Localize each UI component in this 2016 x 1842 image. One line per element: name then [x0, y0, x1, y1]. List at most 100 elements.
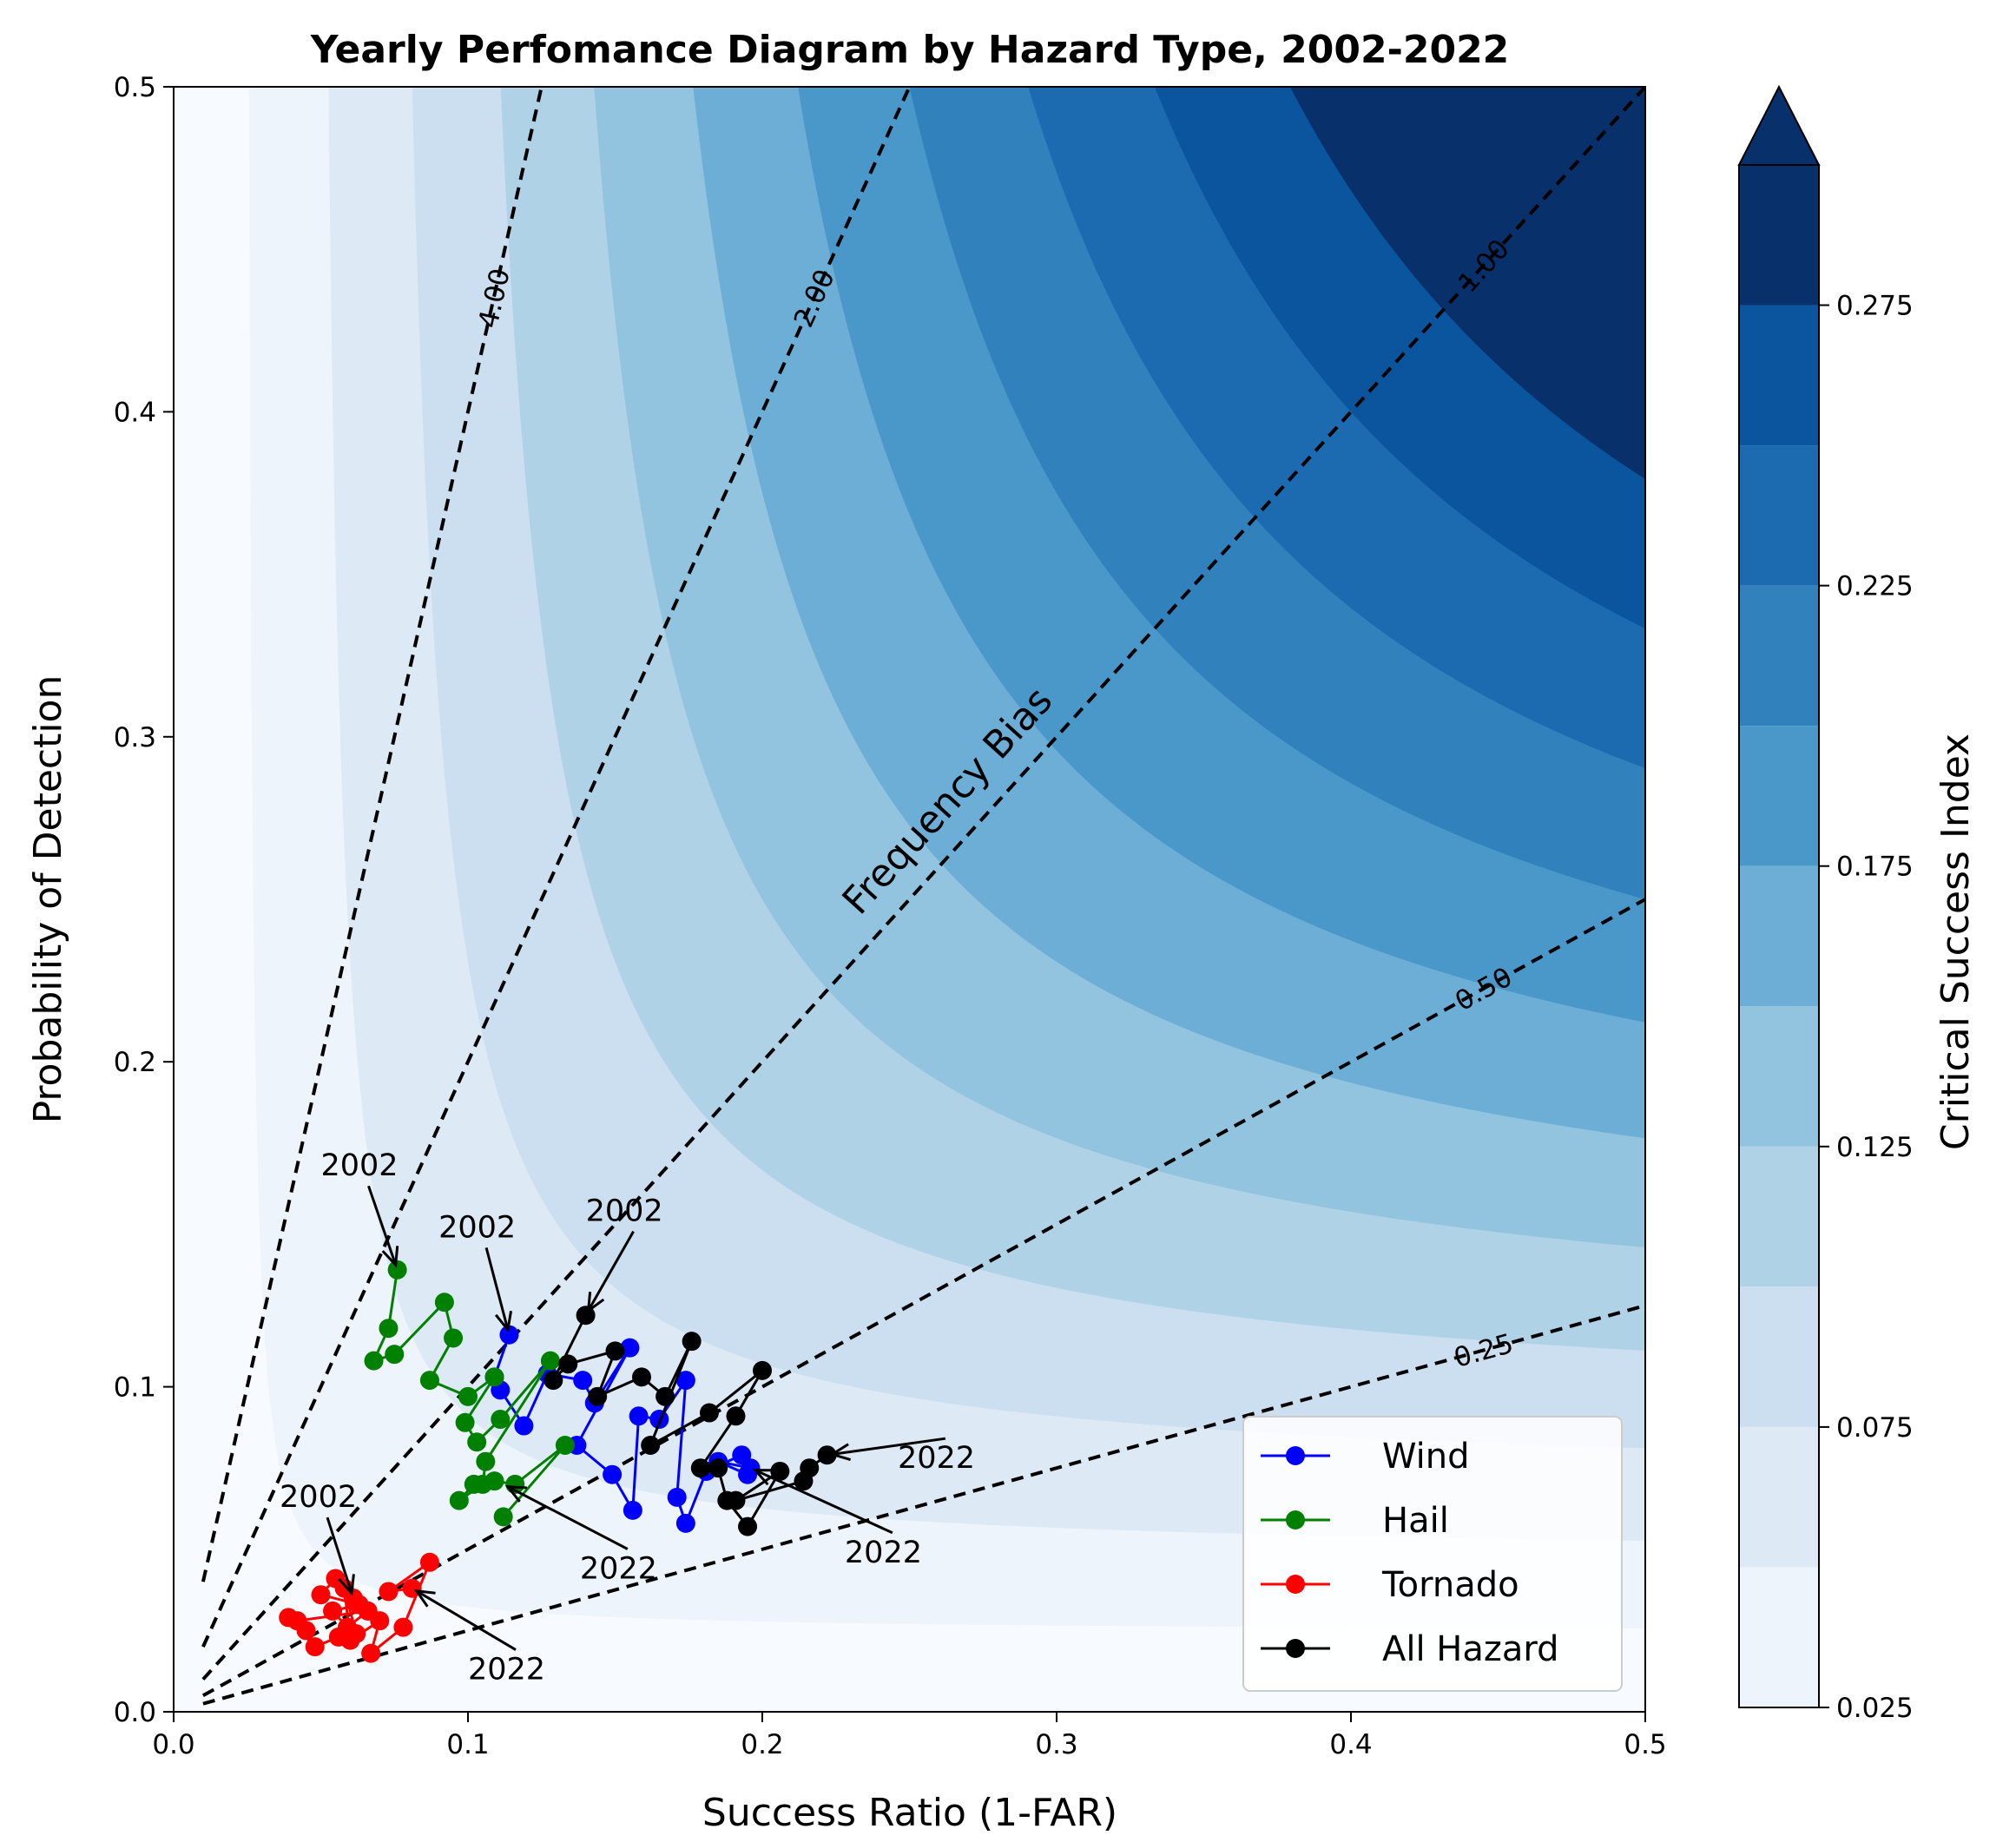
colorbar-frame [1738, 164, 1820, 1708]
annotation-arrow [587, 1230, 635, 1312]
series-point [385, 1345, 405, 1365]
legend-label: Wind [1382, 1437, 1470, 1477]
series-point [555, 1435, 575, 1455]
x-tick-label: 0.1 [446, 1729, 489, 1760]
colorbar-segment [1739, 1286, 1819, 1427]
annotation-arrowhead [586, 1292, 605, 1314]
colorbar-tick-label: 0.025 [1836, 1693, 1914, 1724]
colorbar-tick-label: 0.075 [1836, 1412, 1914, 1444]
y-tick-label: 0.5 [114, 72, 156, 103]
legend-label: All Hazard [1382, 1629, 1559, 1669]
year-annotations: 2002 2002 2002 2002 2022 2022 2022 2022 [280, 1148, 975, 1687]
colorbar-tick-label: 0.275 [1836, 291, 1914, 322]
bias-line [201, 898, 1645, 1698]
series-point [296, 1621, 316, 1641]
series-point [632, 1367, 652, 1387]
legend-marker [1286, 1446, 1305, 1465]
series-point [419, 1552, 439, 1572]
series-point [738, 1516, 758, 1536]
colorbar-tick-label: 0.125 [1836, 1132, 1914, 1163]
series-point [699, 1403, 719, 1423]
y-tick-label: 0.4 [114, 397, 156, 428]
x-axis-label: Success Ratio (1-FAR) [702, 1791, 1117, 1835]
legend: Wind Hail Tornado All Hazard [1242, 1416, 1623, 1692]
series-point [641, 1435, 661, 1455]
year-annotation-label: 2022 [468, 1653, 545, 1687]
year-annotation-label: 2002 [586, 1194, 663, 1229]
colorbar: 0.025 0.075 0.125 0.175 0.225 0.275 [1737, 84, 1914, 1724]
series-point [675, 1371, 695, 1391]
series-point [514, 1416, 534, 1436]
y-tick-label: 0.3 [114, 722, 156, 753]
series-point [393, 1617, 413, 1637]
series-point [682, 1332, 702, 1352]
legend-marker [1286, 1575, 1305, 1594]
series-point [491, 1410, 511, 1430]
annotation-arrow [507, 1485, 629, 1550]
series-point [305, 1637, 325, 1657]
x-tick-label: 0.4 [1329, 1729, 1372, 1760]
legend-box [1242, 1416, 1623, 1692]
series-point [419, 1371, 439, 1391]
colorbar-label: Critical Success Index [1934, 734, 1978, 1150]
series-point [605, 1341, 625, 1361]
annotation-arrowhead [413, 1589, 436, 1608]
series-point [444, 1328, 464, 1348]
annotation-arrow [326, 1516, 353, 1594]
y-axis-label: Probability of Detection [26, 675, 70, 1124]
series-lines [279, 1260, 837, 1663]
series-point [379, 1319, 399, 1339]
series-point [738, 1464, 758, 1484]
colorbar-segment [1739, 1146, 1819, 1287]
year-annotation-label: 2022 [580, 1551, 657, 1586]
colorbar-segment [1739, 305, 1819, 446]
chart-title: Yearly Perfomance Diagram by Hazard Type… [310, 28, 1510, 72]
series-point [620, 1338, 640, 1358]
series-point [493, 1507, 513, 1527]
series-point [690, 1458, 710, 1478]
x-axis-ticks: 0.0 0.1 0.2 0.3 0.4 0.5 [152, 1712, 1667, 1760]
series-point [544, 1371, 563, 1391]
series-point [629, 1406, 649, 1426]
annotation-arrowhead [494, 1311, 513, 1333]
series-point [340, 1630, 360, 1650]
series-point [573, 1371, 593, 1391]
x-tick-label: 0.0 [152, 1729, 194, 1760]
colorbar-tick-label: 0.225 [1836, 571, 1914, 602]
colorbar-segment [1739, 585, 1819, 727]
annotation-arrowhead [828, 1443, 851, 1461]
colorbar-segment [1739, 865, 1819, 1007]
annotation-arrow [754, 1469, 893, 1535]
x-tick-label: 0.2 [741, 1729, 783, 1760]
series-point [708, 1458, 728, 1478]
year-annotation-label: 2022 [898, 1441, 975, 1476]
series-point [667, 1487, 687, 1507]
colorbar-tick-label: 0.175 [1836, 852, 1914, 883]
series-point [370, 1611, 390, 1631]
series-point [588, 1386, 608, 1406]
colorbar-segment [1739, 1426, 1819, 1568]
series-point [387, 1260, 407, 1280]
series-point [476, 1451, 496, 1471]
bias-line [202, 1304, 1645, 1706]
y-tick-label: 0.0 [114, 1697, 156, 1728]
x-tick-label: 0.3 [1035, 1729, 1077, 1760]
year-annotation-label: 2002 [321, 1148, 399, 1183]
series-point [800, 1458, 820, 1478]
annotation-arrow [484, 1247, 510, 1331]
legend-label: Hail [1382, 1501, 1449, 1541]
series-point [364, 1351, 384, 1371]
series-point [499, 1325, 519, 1345]
series-point [753, 1360, 772, 1380]
series-point [484, 1367, 504, 1387]
annotation-arrow [832, 1437, 946, 1456]
bias-line [201, 87, 912, 1648]
series-point [558, 1354, 578, 1374]
colorbar-segment [1739, 1006, 1819, 1147]
annotation-arrow [367, 1185, 398, 1266]
series-point [603, 1464, 623, 1484]
series-point [675, 1513, 695, 1533]
colorbar-segment [1739, 165, 1819, 306]
series-point [311, 1585, 331, 1605]
